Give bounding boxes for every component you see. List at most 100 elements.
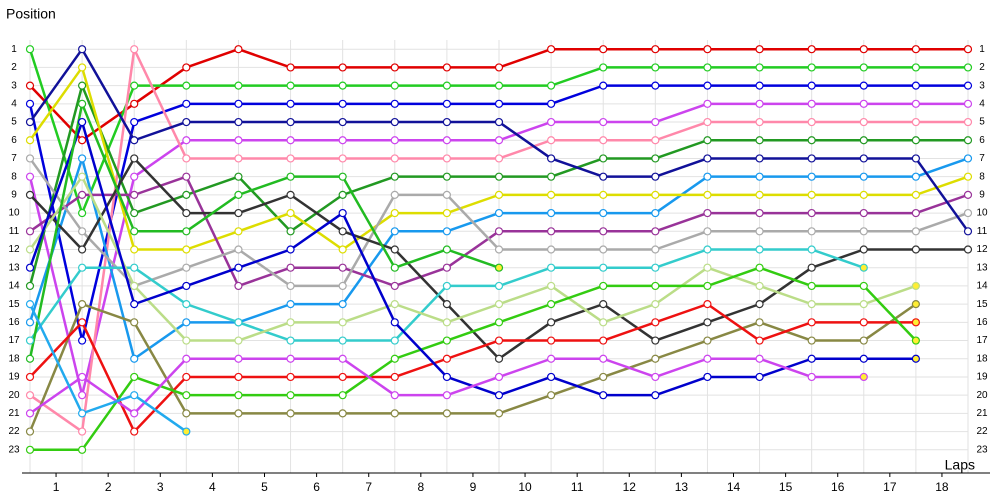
position-marker	[651, 63, 660, 72]
position-marker	[390, 117, 399, 127]
position-marker	[234, 409, 243, 418]
position-marker	[911, 154, 920, 163]
position-marker	[911, 300, 920, 309]
y-tick-label: 22	[976, 426, 988, 437]
position-marker	[442, 372, 451, 382]
position-marker	[338, 300, 347, 309]
y-tick-label: 1	[11, 44, 17, 55]
position-marker	[807, 136, 816, 145]
position-marker	[234, 336, 243, 345]
position-marker	[494, 117, 504, 127]
position-marker	[442, 172, 451, 181]
position-marker	[963, 99, 973, 108]
position-marker	[859, 300, 868, 309]
position-marker	[547, 372, 556, 382]
position-marker	[755, 190, 764, 199]
y-tick-label: 2	[979, 62, 985, 73]
position-marker	[390, 300, 399, 309]
position-marker	[599, 391, 608, 400]
position-marker	[494, 391, 504, 400]
position-marker	[651, 263, 660, 272]
position-marker	[547, 81, 556, 90]
position-marker	[703, 63, 712, 72]
position-marker	[547, 263, 556, 272]
position-marker	[234, 190, 243, 199]
position-marker	[547, 136, 556, 145]
position-marker	[859, 336, 868, 345]
position-marker	[78, 427, 87, 436]
position-marker	[755, 63, 764, 72]
y-tick-label: 4	[979, 98, 985, 109]
position-marker	[807, 318, 816, 327]
position-marker	[703, 117, 712, 127]
position-marker	[963, 117, 973, 127]
position-marker	[234, 391, 243, 400]
position-marker	[547, 391, 556, 400]
position-marker	[651, 300, 660, 309]
position-marker	[338, 281, 347, 291]
position-marker	[286, 154, 295, 163]
position-marker	[494, 208, 504, 218]
position-marker	[651, 154, 660, 163]
position-marker	[703, 190, 712, 199]
position-marker	[442, 336, 451, 345]
position-marker	[963, 154, 973, 163]
position-marker	[390, 172, 399, 181]
y-tick-label: 20	[8, 390, 20, 401]
position-marker	[859, 227, 868, 236]
position-marker	[755, 136, 764, 145]
position-marker	[755, 372, 764, 382]
position-marker	[182, 63, 191, 72]
position-marker	[651, 227, 660, 236]
position-marker	[703, 263, 712, 272]
position-marker	[494, 281, 504, 291]
position-marker	[703, 208, 712, 218]
position-marker	[599, 172, 608, 181]
position-marker	[390, 354, 399, 363]
x-tick-label: 10	[518, 480, 532, 494]
y-tick-label: 13	[976, 262, 988, 273]
position-marker	[911, 190, 920, 199]
position-marker	[859, 190, 868, 199]
position-marker	[390, 336, 399, 345]
position-marker	[755, 172, 764, 181]
y-tick-label: 9	[11, 190, 17, 201]
position-marker	[807, 300, 816, 309]
position-marker	[547, 354, 556, 363]
position-marker	[755, 318, 764, 327]
position-marker	[859, 208, 868, 218]
y-tick-label: 21	[976, 408, 988, 419]
position-marker	[547, 45, 556, 54]
position-marker	[911, 318, 920, 327]
position-marker	[286, 81, 295, 90]
position-marker	[25, 391, 35, 400]
position-marker	[286, 63, 295, 72]
x-tick-label: 9	[470, 480, 477, 494]
position-marker	[25, 336, 35, 345]
position-marker	[859, 81, 868, 90]
position-marker	[78, 154, 87, 163]
position-marker	[25, 45, 35, 54]
position-marker	[182, 263, 191, 272]
y-tick-label: 7	[979, 153, 985, 164]
y-tick-label: 12	[8, 244, 20, 255]
position-marker	[494, 172, 504, 181]
position-marker	[390, 318, 399, 327]
position-marker	[442, 281, 451, 291]
position-marker	[338, 172, 347, 181]
position-marker	[651, 190, 660, 199]
position-marker	[130, 172, 139, 181]
position-marker	[182, 391, 191, 400]
y-tick-label: 16	[976, 317, 988, 328]
position-marker	[494, 99, 504, 108]
position-marker	[234, 136, 243, 145]
position-marker	[78, 208, 87, 218]
position-marker	[911, 81, 920, 90]
position-marker	[130, 99, 139, 108]
position-marker	[547, 117, 556, 127]
position-marker	[755, 45, 764, 54]
position-marker	[807, 281, 816, 291]
y-tick-label: 23	[976, 444, 988, 455]
position-marker	[807, 63, 816, 72]
x-tick-label: 5	[261, 480, 268, 494]
